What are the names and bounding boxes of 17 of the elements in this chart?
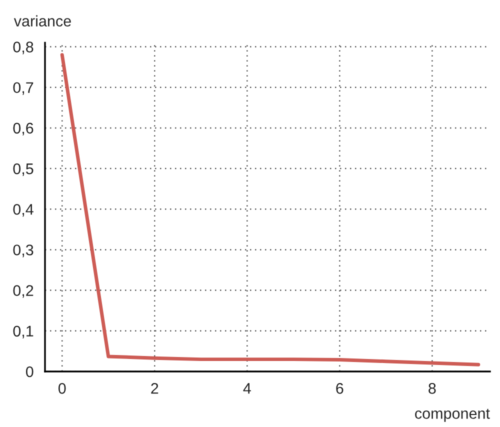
- y-tick-label: 0,5: [13, 163, 34, 176]
- x-tick-label: 6: [336, 383, 344, 394]
- x-axis-title: component: [415, 408, 490, 422]
- y-tick-label: 0,6: [13, 122, 34, 136]
- x-tick-label: 0: [58, 383, 66, 394]
- x-tick-label: 2: [151, 383, 158, 394]
- y-axis-title: variance: [14, 15, 71, 27]
- y-tick-label: 0: [26, 366, 34, 378]
- y-tick-label: 0,2: [13, 285, 34, 298]
- y-tick-label: 0,8: [13, 42, 34, 54]
- line-series: [60, 53, 480, 366]
- y-tick-label: 0,1: [13, 326, 34, 338]
- x-tick-label: 4: [243, 383, 251, 394]
- y-tick-label: 0,3: [13, 244, 34, 258]
- y-tick-label: 0,7: [13, 82, 34, 95]
- x-tick-label: 8: [428, 383, 436, 394]
- y-tick-label: 0,4: [13, 204, 34, 217]
